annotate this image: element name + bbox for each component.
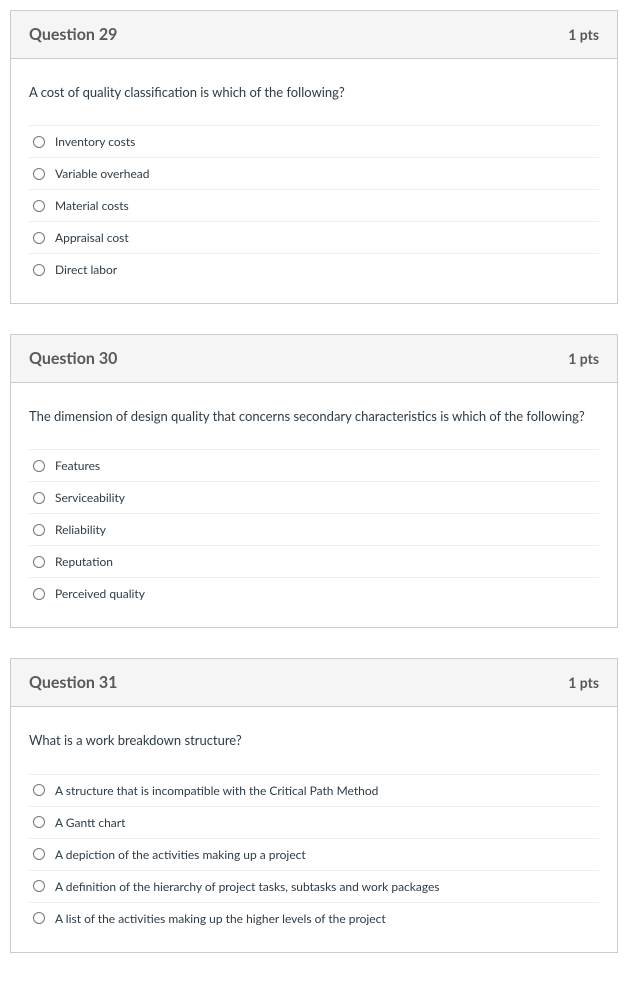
- question-text: The dimension of design quality that con…: [29, 407, 599, 425]
- option-row[interactable]: Reliability: [29, 513, 599, 545]
- question-header: Question 30 1 pts: [11, 335, 617, 383]
- option-radio[interactable]: [33, 232, 45, 244]
- option-radio[interactable]: [33, 264, 45, 276]
- question-header: Question 29 1 pts: [11, 11, 617, 59]
- question-title: Question 30: [29, 349, 117, 368]
- option-radio[interactable]: [33, 784, 45, 796]
- option-label: Serviceability: [55, 490, 125, 505]
- option-row[interactable]: Serviceability: [29, 481, 599, 513]
- question-card: Question 30 1 pts The dimension of desig…: [10, 334, 618, 628]
- option-label: Inventory costs: [55, 134, 135, 149]
- option-radio[interactable]: [33, 880, 45, 892]
- question-header: Question 31 1 pts: [11, 659, 617, 707]
- option-row[interactable]: Appraisal cost: [29, 221, 599, 253]
- option-radio[interactable]: [33, 848, 45, 860]
- option-label: A list of the activities making up the h…: [55, 911, 386, 926]
- option-radio[interactable]: [33, 492, 45, 504]
- question-text: What is a work breakdown structure?: [29, 731, 599, 749]
- option-label: A Gantt chart: [55, 815, 125, 830]
- question-body: What is a work breakdown structure? A st…: [11, 707, 617, 951]
- option-row[interactable]: Reputation: [29, 545, 599, 577]
- option-row[interactable]: Features: [29, 449, 599, 481]
- option-radio[interactable]: [33, 588, 45, 600]
- option-row[interactable]: Material costs: [29, 189, 599, 221]
- option-label: Features: [55, 458, 100, 473]
- option-radio[interactable]: [33, 136, 45, 148]
- option-row[interactable]: Direct labor: [29, 253, 599, 285]
- option-label: A depiction of the activities making up …: [55, 847, 306, 862]
- option-radio[interactable]: [33, 912, 45, 924]
- option-label: Variable overhead: [55, 166, 149, 181]
- question-body: The dimension of design quality that con…: [11, 383, 617, 627]
- option-label: A definition of the hierarchy of project…: [55, 879, 440, 894]
- option-row[interactable]: Variable overhead: [29, 157, 599, 189]
- option-radio[interactable]: [33, 200, 45, 212]
- question-points: 1 pts: [568, 350, 599, 367]
- option-row[interactable]: A list of the activities making up the h…: [29, 902, 599, 934]
- option-row[interactable]: A depiction of the activities making up …: [29, 838, 599, 870]
- option-row[interactable]: A structure that is incompatible with th…: [29, 774, 599, 806]
- option-label: A structure that is incompatible with th…: [55, 783, 378, 798]
- question-title: Question 31: [29, 673, 117, 692]
- option-row[interactable]: A Gantt chart: [29, 806, 599, 838]
- option-radio[interactable]: [33, 168, 45, 180]
- question-points: 1 pts: [568, 674, 599, 691]
- option-row[interactable]: Perceived quality: [29, 577, 599, 609]
- option-label: Perceived quality: [55, 586, 145, 601]
- option-radio[interactable]: [33, 524, 45, 536]
- question-card: Question 29 1 pts A cost of quality clas…: [10, 10, 618, 304]
- question-body: A cost of quality classification is whic…: [11, 59, 617, 303]
- question-title: Question 29: [29, 25, 117, 44]
- option-label: Direct labor: [55, 262, 117, 277]
- option-radio[interactable]: [33, 556, 45, 568]
- question-text: A cost of quality classification is whic…: [29, 83, 599, 101]
- option-radio[interactable]: [33, 816, 45, 828]
- option-radio[interactable]: [33, 460, 45, 472]
- option-label: Reputation: [55, 554, 113, 569]
- option-label: Material costs: [55, 198, 129, 213]
- option-row[interactable]: A definition of the hierarchy of project…: [29, 870, 599, 902]
- question-points: 1 pts: [568, 26, 599, 43]
- option-row[interactable]: Inventory costs: [29, 125, 599, 157]
- option-label: Appraisal cost: [55, 230, 129, 245]
- option-label: Reliability: [55, 522, 106, 537]
- question-card: Question 31 1 pts What is a work breakdo…: [10, 658, 618, 952]
